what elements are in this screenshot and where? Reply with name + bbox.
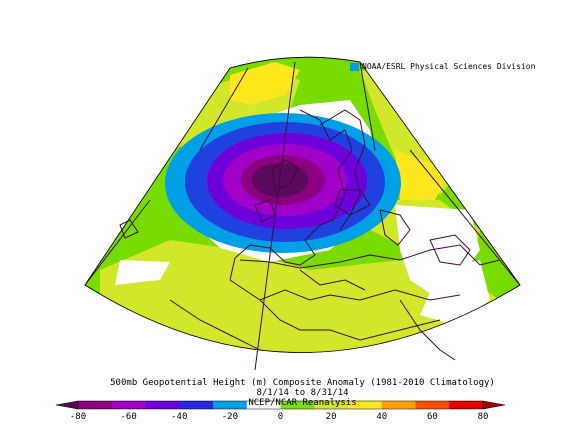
credit-swatch xyxy=(350,63,359,71)
positive-anomaly-northwest xyxy=(230,62,300,105)
colorbar-segment xyxy=(449,401,484,409)
colorbar-segment xyxy=(111,401,146,409)
sector-outline xyxy=(84,56,521,353)
coastlines xyxy=(119,109,501,361)
colorbar-tick-label: 0 xyxy=(277,412,284,422)
graticule xyxy=(84,61,521,371)
neutral-patch-west xyxy=(115,260,170,285)
colorbar-segment xyxy=(381,401,416,409)
date-range: 8/1/14 to 8/31/14 xyxy=(256,388,349,398)
credit-label: NOAA/ESRL Physical Sciences Division xyxy=(362,62,536,71)
colorbar-tick-label: 60 xyxy=(426,412,438,422)
colorbar-tick-label: -40 xyxy=(171,412,188,422)
colorbar-segment xyxy=(179,401,214,409)
neutral-patch-southeast xyxy=(420,260,490,325)
colorbar-segment xyxy=(213,401,248,409)
colorbar-segment xyxy=(415,401,450,409)
colorbar-tick-label: 40 xyxy=(376,412,388,422)
colorbar-segment xyxy=(78,401,113,409)
colorbar-segment xyxy=(145,401,180,409)
dataset-label: NCEP/NCAR Reanalysis xyxy=(248,398,357,408)
map-title: 500mb Geopotential Height (m) Composite … xyxy=(110,378,495,388)
colorbar-segment xyxy=(348,401,383,409)
colorbar-tick-label: 20 xyxy=(325,412,337,422)
colorbar-tick-label: 80 xyxy=(477,412,489,422)
anomaly-field xyxy=(100,62,500,353)
colorbar xyxy=(55,400,506,410)
colorbar-segment xyxy=(314,401,349,409)
colorbar-segment xyxy=(246,401,281,409)
colorbar-tick-label: -60 xyxy=(120,412,137,422)
colorbar-segment xyxy=(280,401,315,409)
colorbar-tick-label: -20 xyxy=(221,412,239,422)
colorbar-tick-label: -80 xyxy=(69,412,87,422)
colorbar-outline xyxy=(77,400,484,410)
